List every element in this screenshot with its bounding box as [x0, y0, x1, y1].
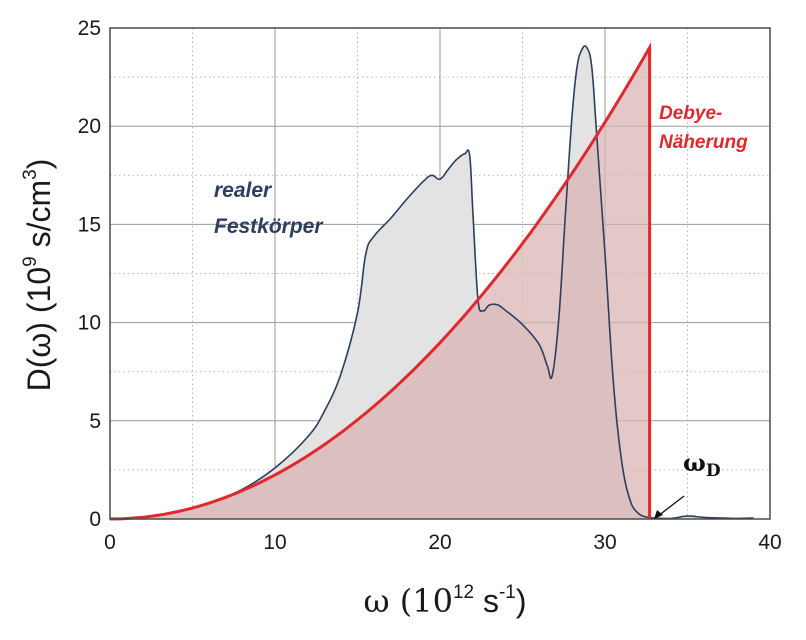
y-axis-title: D(ω) (109 s/cm3) — [20, 159, 57, 392]
x-axis-title: ω (1012 s-1) — [363, 582, 526, 620]
real-solid-line — [109, 45, 754, 520]
omega-d-arrow — [657, 495, 685, 517]
x-tick-label: 40 — [758, 531, 781, 554]
x-tick-label: 0 — [104, 531, 116, 554]
y-tick-label: 5 — [89, 410, 101, 433]
y-tick-label: 0 — [89, 508, 101, 531]
y-tick-label: 15 — [78, 213, 101, 236]
x-tick-label: 30 — [593, 531, 616, 554]
x-tick-label: 10 — [263, 531, 286, 554]
minor-grid — [110, 28, 770, 519]
y-tick-label: 10 — [78, 312, 101, 335]
x-tick-labels: 0 10 20 30 40 — [104, 531, 782, 554]
debye-label-2: Näherung — [659, 132, 748, 153]
omega-d-label: ωD — [683, 448, 721, 481]
debye-label-1: Debye- — [659, 103, 722, 124]
y-tick-label: 25 — [78, 17, 101, 40]
plot-frame — [109, 27, 771, 520]
y-tick-label: 20 — [78, 115, 101, 138]
omega-d-arrowhead — [654, 510, 663, 519]
real-solid-label-1: realer — [214, 179, 273, 202]
debye-curve — [109, 41, 652, 521]
debye-area — [110, 47, 650, 519]
y-tick-labels: 0 5 10 15 20 25 — [78, 17, 101, 531]
real-solid-label-2: Festkörper — [214, 215, 324, 238]
x-tick-label: 20 — [428, 531, 451, 554]
